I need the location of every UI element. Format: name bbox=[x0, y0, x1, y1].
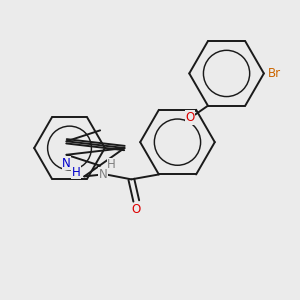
Text: H: H bbox=[72, 166, 81, 178]
Text: H: H bbox=[107, 158, 116, 171]
Text: N: N bbox=[99, 168, 108, 181]
Text: O: O bbox=[186, 111, 195, 124]
Text: N: N bbox=[62, 157, 71, 170]
Text: O: O bbox=[132, 203, 141, 216]
Text: Br: Br bbox=[268, 67, 281, 80]
